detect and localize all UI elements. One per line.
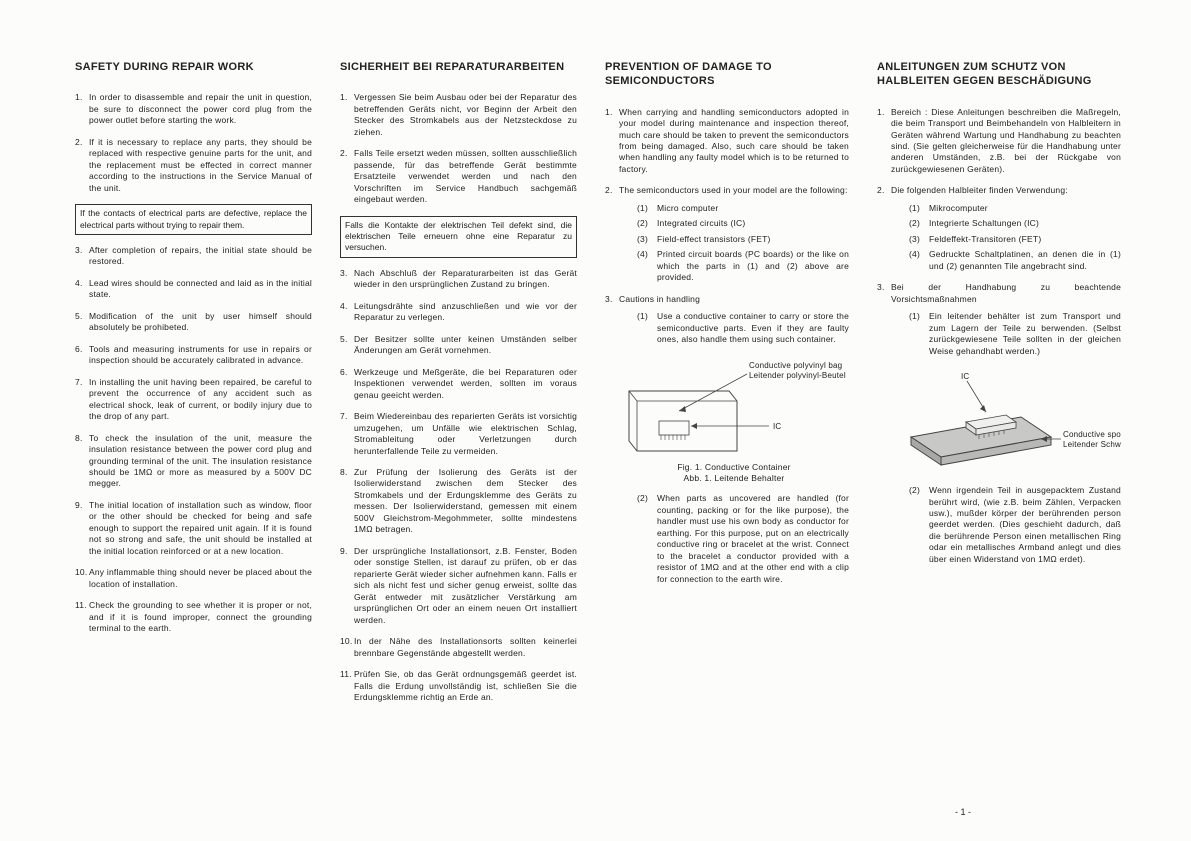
sublist-col3-3b: When parts as uncovered are handled (for… <box>619 493 849 585</box>
bag-diagram-icon: Conductive polyvinyl bag Leitender polyv… <box>619 356 849 456</box>
item: Cautions in handling Use a conductive co… <box>605 294 849 585</box>
item-text: The semiconductors used in your model ar… <box>619 185 848 195</box>
sublist-col4-3b: Wenn irgendein Teil in ausgepacktem Zust… <box>891 485 1121 565</box>
item: To check the insulation of the unit, mea… <box>75 433 312 490</box>
item: Zur Prüfung der Isolierung des Geräts is… <box>340 467 577 536</box>
item: Bereich : Diese Anleitungen beschreiben … <box>877 107 1121 176</box>
sub-item: Integrierte Schaltungen (IC) <box>909 218 1121 229</box>
item: Falls Teile ersetzt weden müssen, sollte… <box>340 148 577 205</box>
col-safety-de: SICHERHEIT BEI REPARATURARBEITEN Vergess… <box>340 60 577 713</box>
item: After completion of repairs, the initial… <box>75 245 312 268</box>
fig-caption-de: Abb. 1. Leitende Behalter <box>684 473 785 483</box>
item: Nach Abschluß der Reparaturarbeiten ist … <box>340 268 577 291</box>
sponge-diagram-icon: IC <box>891 367 1121 477</box>
col-semi-de: ANLEITUNGEN ZUM SCHUTZ VON HALBLEITEN GE… <box>877 60 1121 713</box>
sub-item: Mikrocomputer <box>909 203 1121 214</box>
item: Beim Wiedereinbau des reparierten Geräts… <box>340 411 577 457</box>
item-text: Die folgenden Halbleiter finden Verwendu… <box>891 185 1068 195</box>
list-col1b: After completion of repairs, the initial… <box>75 245 312 635</box>
heading-col4: ANLEITUNGEN ZUM SCHUTZ VON HALBLEITEN GE… <box>877 60 1121 89</box>
item: The semiconductors used in your model ar… <box>605 185 849 283</box>
col-semi-en: PREVENTION OF DAMAGE TO SEMICONDUCTORS W… <box>605 60 849 713</box>
page-number: - 1 - <box>955 807 971 817</box>
svg-text:IC: IC <box>773 422 781 431</box>
sub-item: Micro computer <box>637 203 849 214</box>
item-text: Bei der Handhabung zu beachtende Vorsich… <box>891 282 1121 303</box>
boxed-note-en: If the contacts of electrical parts are … <box>75 204 312 235</box>
sub-item: Feldeffekt-Transitoren (FET) <box>909 234 1121 245</box>
item: Modification of the unit by user himself… <box>75 311 312 334</box>
svg-text:Conductive sponge: Conductive sponge <box>1063 430 1121 439</box>
item: The initial location of installation suc… <box>75 500 312 557</box>
list-col1a: In order to disassemble and repair the u… <box>75 92 312 194</box>
item: Die folgenden Halbleiter finden Verwendu… <box>877 185 1121 272</box>
col-safety-en: SAFETY DURING REPAIR WORK In order to di… <box>75 60 312 713</box>
heading-col2: SICHERHEIT BEI REPARATURARBEITEN <box>340 60 577 74</box>
fig-caption: Fig. 1. Conductive Container Abb. 1. Lei… <box>619 462 849 486</box>
item: Tools and measuring instruments for use … <box>75 344 312 367</box>
sublist-col4-2: Mikrocomputer Integrierte Schaltungen (I… <box>891 203 1121 272</box>
svg-text:Leitender Schwamm: Leitender Schwamm <box>1063 440 1121 449</box>
figure-bag: Conductive polyvinyl bag Leitender polyv… <box>619 356 849 486</box>
sub-item: Use a conductive container to carry or s… <box>637 311 849 345</box>
item: Werkzeuge und Meßgeräte, die bei Reparat… <box>340 367 577 401</box>
boxed-note-de: Falls die Kontakte der elektrischen Teil… <box>340 216 577 258</box>
sub-item: Printed circuit boards (PC boards) or th… <box>637 249 849 283</box>
item: Lead wires should be connected and laid … <box>75 278 312 301</box>
fig-caption-en: Fig. 1. Conductive Container <box>677 462 790 472</box>
sub-item: Ein leitender behälter ist zum Transport… <box>909 311 1121 357</box>
sublist-col3-2: Micro computer Integrated circuits (IC) … <box>619 203 849 284</box>
list-col2a: Vergessen Sie beim Ausbau oder bei der R… <box>340 92 577 205</box>
svg-text:IC: IC <box>961 372 969 381</box>
sub-item: When parts as uncovered are handled (for… <box>637 493 849 585</box>
item: Der Besitzer sollte unter keinen Umständ… <box>340 334 577 357</box>
item: In installing the unit having been repai… <box>75 377 312 423</box>
item: Leitungsdrähte sind anzuschließen und wi… <box>340 301 577 324</box>
heading-col1: SAFETY DURING REPAIR WORK <box>75 60 312 74</box>
list-col2b: Nach Abschluß der Reparaturarbeiten ist … <box>340 268 577 704</box>
svg-text:Leitender polyvinyl-Beutel: Leitender polyvinyl-Beutel <box>749 371 846 380</box>
svg-text:Conductive polyvinyl bag: Conductive polyvinyl bag <box>749 361 842 370</box>
item: Any inflammable thing should never be pl… <box>75 567 312 590</box>
item: In order to disassemble and repair the u… <box>75 92 312 126</box>
list-col4: Bereich : Diese Anleitungen beschreiben … <box>877 107 1121 566</box>
sublist-col4-3: Ein leitender behälter ist zum Transport… <box>891 311 1121 357</box>
item: When carrying and handling semiconductor… <box>605 107 849 176</box>
item: If it is necessary to replace any parts,… <box>75 137 312 194</box>
sub-item: Gedruckte Schaltplatinen, an denen die i… <box>909 249 1121 272</box>
item: In der Nähe des Installationsorts sollte… <box>340 636 577 659</box>
figure-sponge: IC <box>891 367 1121 477</box>
heading-col3: PREVENTION OF DAMAGE TO SEMICONDUCTORS <box>605 60 849 89</box>
item: Prüfen Sie, ob das Gerät ordnungsgemäß g… <box>340 669 577 703</box>
item-text: Cautions in handling <box>619 294 700 304</box>
list-col3: When carrying and handling semiconductor… <box>605 107 849 586</box>
sublist-col3-3: Use a conductive container to carry or s… <box>619 311 849 345</box>
item: Der ursprüngliche Installationsort, z.B.… <box>340 546 577 626</box>
sub-item: Field-effect transistors (FET) <box>637 234 849 245</box>
item: Vergessen Sie beim Ausbau oder bei der R… <box>340 92 577 138</box>
sub-item: Integrated circuits (IC) <box>637 218 849 229</box>
item: Check the grounding to see whether it is… <box>75 600 312 634</box>
sub-item: Wenn irgendein Teil in ausgepacktem Zust… <box>909 485 1121 565</box>
item: Bei der Handhabung zu beachtende Vorsich… <box>877 282 1121 565</box>
